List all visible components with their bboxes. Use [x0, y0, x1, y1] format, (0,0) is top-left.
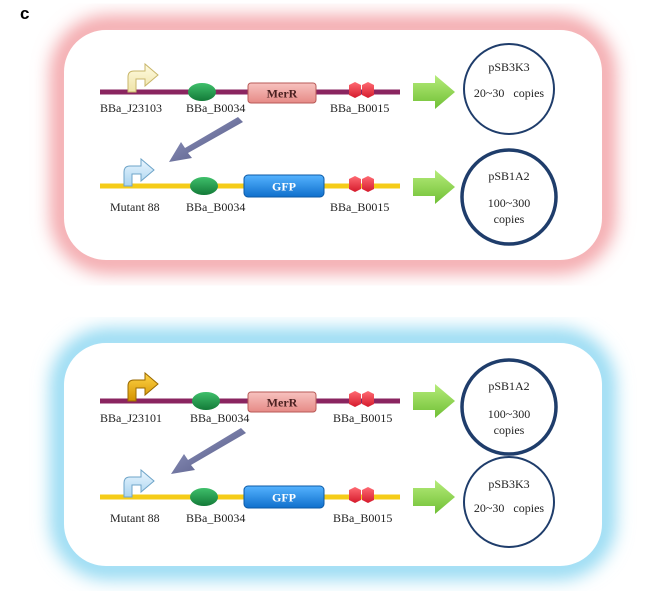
top-sensor-construct: MerR BBa_J23103 BBa_B0034 BBa_B0015 pSB3… [100, 43, 555, 135]
bottom-glow-frame [51, 329, 615, 579]
promoter-arrow-pale-icon [127, 62, 159, 93]
green-arrow-icon [413, 75, 455, 109]
copy-number-unit: copies [494, 423, 525, 437]
promoter-arrow-blue-icon [123, 157, 155, 187]
merr-gene-box [247, 391, 317, 413]
terminator-icon [362, 487, 374, 503]
plasmid-name: pSB1A2 [488, 169, 529, 183]
promoter-label: BBa_J23101 [100, 411, 162, 425]
promoter-label: Mutant 88 [110, 511, 160, 525]
rbs-icon [190, 488, 218, 506]
rbs-icon [188, 83, 216, 101]
terminator-icon [349, 176, 361, 192]
bottom-sensor-construct: MerR BBa_J23101 BBa_B0034 BBa_B0015 pSB1… [100, 358, 558, 456]
merr-gene-box [247, 82, 317, 104]
terminator-icon [349, 82, 361, 98]
plasmid-circle [463, 43, 555, 135]
rbs-label: BBa_B0034 [186, 101, 245, 115]
promoter-arrow-blue-icon [123, 468, 155, 498]
rbs-label: BBa_B0034 [190, 411, 249, 425]
rbs-icon [192, 392, 220, 410]
copy-number: 100~300 [488, 196, 531, 210]
terminator-icon [362, 176, 374, 192]
rbs-icon [190, 177, 218, 195]
terminator-icon [362, 82, 374, 98]
top-glow-frame [51, 16, 615, 273]
terminator-label: BBa_B0015 [333, 511, 392, 525]
plasmid-name: pSB1A2 [488, 379, 529, 393]
promoter-label: BBa_J23103 [100, 101, 162, 115]
top-reporter-construct: GFP Mutant 88 BBa_B0034 BBa_B0015 pSB1A2… [100, 148, 558, 246]
promoter-arrow-gold-icon [127, 371, 159, 402]
green-arrow-icon [413, 170, 455, 204]
terminator-label: BBa_B0015 [330, 200, 389, 214]
terminator-label: BBa_B0015 [333, 411, 392, 425]
terminator-label: BBa_B0015 [330, 101, 389, 115]
green-arrow-icon [413, 384, 455, 418]
repression-arrow-icon [169, 117, 243, 162]
gfp-gene-box [243, 485, 325, 509]
plasmid-name: pSB3K3 [488, 477, 529, 491]
rbs-label: BBa_B0034 [186, 200, 245, 214]
panel-label: c [20, 4, 30, 23]
copy-number-unit: copies [494, 212, 525, 226]
copy-number: 20~30 copies [474, 501, 544, 515]
plasmid-circle [460, 358, 558, 456]
plasmid-circle [460, 148, 558, 246]
terminator-icon [349, 487, 361, 503]
copy-number: 20~30 copies [474, 86, 544, 100]
terminator-icon [349, 391, 361, 407]
terminator-icon [362, 391, 374, 407]
gene-label: GFP [272, 491, 296, 505]
green-arrow-icon [413, 480, 455, 514]
top-system: MerR BBa_J23103 BBa_B0034 BBa_B0015 pSB3… [51, 16, 615, 273]
gene-label: MerR [267, 87, 298, 101]
copy-number: 100~300 [488, 407, 531, 421]
repression-arrow-icon [171, 428, 246, 474]
promoter-label: Mutant 88 [110, 200, 160, 214]
gfp-gene-box [243, 174, 325, 198]
plasmid-name: pSB3K3 [488, 60, 529, 74]
rbs-label: BBa_B0034 [186, 511, 245, 525]
gene-label: MerR [267, 396, 298, 410]
gene-label: GFP [272, 180, 296, 194]
plasmid-circle [463, 456, 555, 548]
bottom-reporter-construct: GFP Mutant 88 BBa_B0034 BBa_B0015 pSB3K3… [100, 456, 555, 548]
bottom-system: MerR BBa_J23101 BBa_B0034 BBa_B0015 pSB1… [51, 329, 615, 579]
